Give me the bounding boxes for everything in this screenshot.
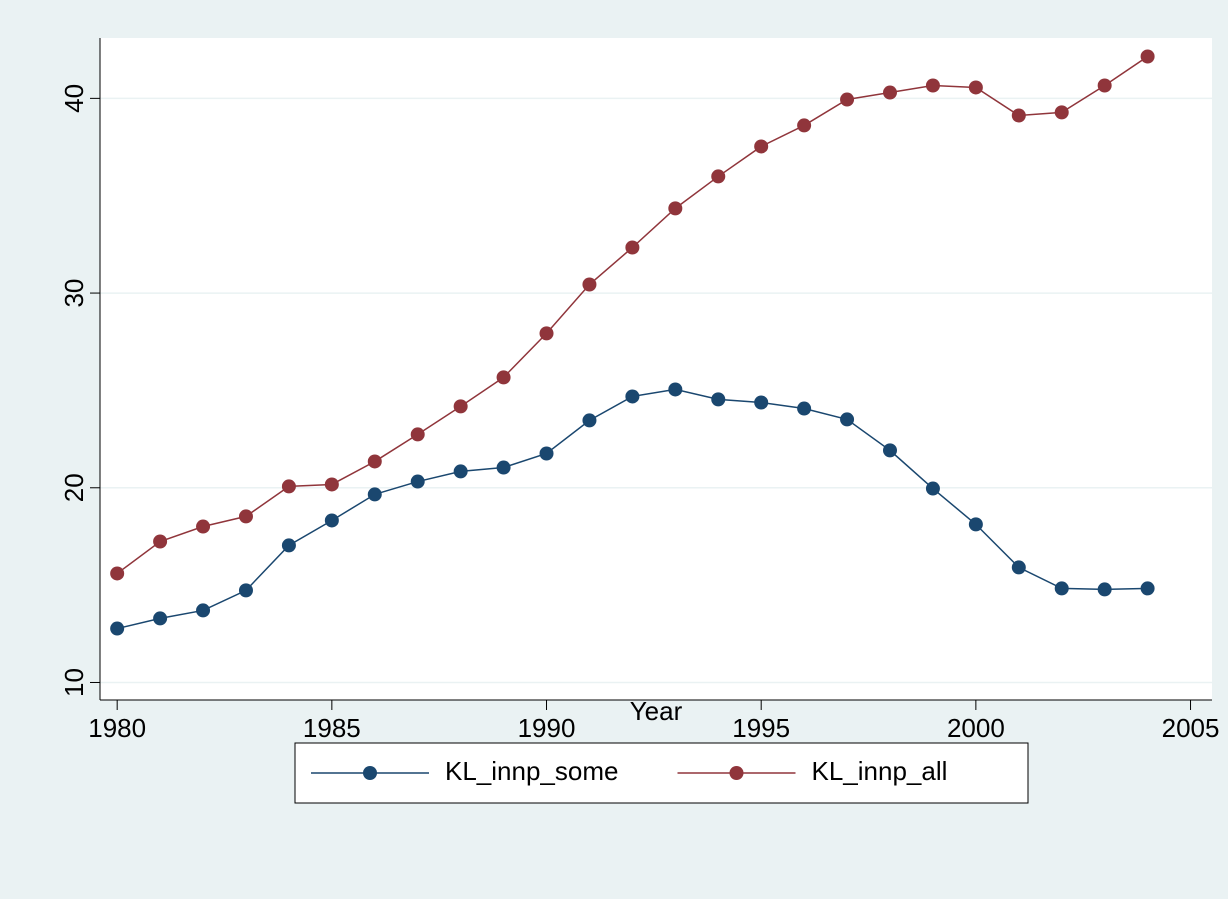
point <box>754 139 769 154</box>
point <box>968 517 983 532</box>
point <box>840 92 855 107</box>
legend-label: KL_innp_all <box>812 756 948 786</box>
point <box>367 487 382 502</box>
point <box>582 277 597 292</box>
x-axis-label: Year <box>630 696 683 726</box>
point <box>625 389 640 404</box>
point <box>1097 582 1112 597</box>
point <box>840 412 855 427</box>
point <box>238 583 253 598</box>
point <box>410 427 425 442</box>
point <box>1140 581 1155 596</box>
point <box>453 464 468 479</box>
legend-label: KL_innp_some <box>445 756 618 786</box>
point <box>153 534 168 549</box>
point <box>1097 78 1112 93</box>
point <box>110 566 125 581</box>
point <box>367 454 382 469</box>
point <box>925 78 940 93</box>
x-tick-label: 1985 <box>303 713 361 743</box>
x-tick-label: 1990 <box>518 713 576 743</box>
point <box>1054 581 1069 596</box>
y-tick-label: 30 <box>59 279 89 308</box>
point <box>668 382 683 397</box>
point <box>153 611 168 626</box>
plot-area <box>100 38 1212 700</box>
point <box>539 446 554 461</box>
y-tick-label: 40 <box>59 84 89 113</box>
point <box>968 80 983 95</box>
point <box>196 519 211 534</box>
point <box>797 118 812 133</box>
point <box>496 460 511 475</box>
point <box>1054 105 1069 120</box>
point <box>324 513 339 528</box>
y-tick-label: 10 <box>59 668 89 697</box>
point <box>882 443 897 458</box>
point <box>582 413 597 428</box>
point <box>453 399 468 414</box>
point <box>711 169 726 184</box>
point <box>754 395 769 410</box>
point <box>797 401 812 416</box>
point <box>324 477 339 492</box>
point <box>1011 108 1026 123</box>
point <box>625 240 640 255</box>
x-tick-label: 2000 <box>947 713 1005 743</box>
legend-marker <box>729 766 744 780</box>
point <box>410 474 425 489</box>
point <box>281 538 296 553</box>
point <box>238 509 253 524</box>
point <box>496 370 511 385</box>
x-tick-label: 2005 <box>1162 713 1220 743</box>
point <box>110 621 125 636</box>
point <box>925 481 940 496</box>
point <box>1140 49 1155 64</box>
point <box>196 603 211 618</box>
x-tick-label: 1980 <box>88 713 146 743</box>
point <box>711 392 726 407</box>
point <box>882 85 897 100</box>
point <box>539 326 554 341</box>
point <box>668 201 683 216</box>
point <box>1011 560 1026 575</box>
legend-marker <box>363 766 377 780</box>
x-tick-label: 1995 <box>732 713 790 743</box>
y-tick-label: 20 <box>59 473 89 502</box>
point <box>281 479 296 494</box>
